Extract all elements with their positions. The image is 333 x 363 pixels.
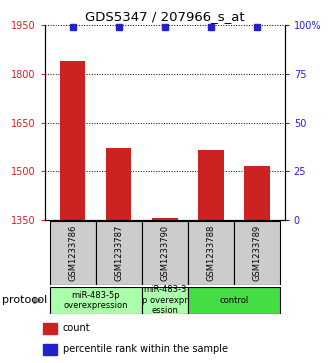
Text: GSM1233789: GSM1233789 [252,225,261,281]
Bar [244,166,270,220]
Bar [234,221,280,285]
Bar [198,150,224,220]
Text: GSM1233786: GSM1233786 [68,225,77,281]
Text: percentile rank within the sample: percentile rank within the sample [63,344,228,354]
Bar [60,61,85,220]
Bar [96,221,142,285]
Bar [142,221,188,285]
Bar [188,287,280,314]
Bar [43,343,57,355]
Bar [142,287,188,314]
Bar [50,287,142,314]
Bar [152,218,177,220]
Bar [50,221,96,285]
Text: GSM1233790: GSM1233790 [160,225,169,281]
Title: GDS5347 / 207966_s_at: GDS5347 / 207966_s_at [85,10,245,23]
Text: GSM1233787: GSM1233787 [114,225,123,281]
Bar [188,221,234,285]
Text: GSM1233788: GSM1233788 [206,225,215,281]
Bar [106,148,132,220]
Text: miR-483-5p
overexpression: miR-483-5p overexpression [63,291,128,310]
Text: protocol: protocol [2,295,47,305]
Text: count: count [63,323,91,334]
Bar [43,323,57,334]
Text: control: control [219,296,249,305]
Text: miR-483-3
p overexpr
ession: miR-483-3 p overexpr ession [142,285,188,315]
